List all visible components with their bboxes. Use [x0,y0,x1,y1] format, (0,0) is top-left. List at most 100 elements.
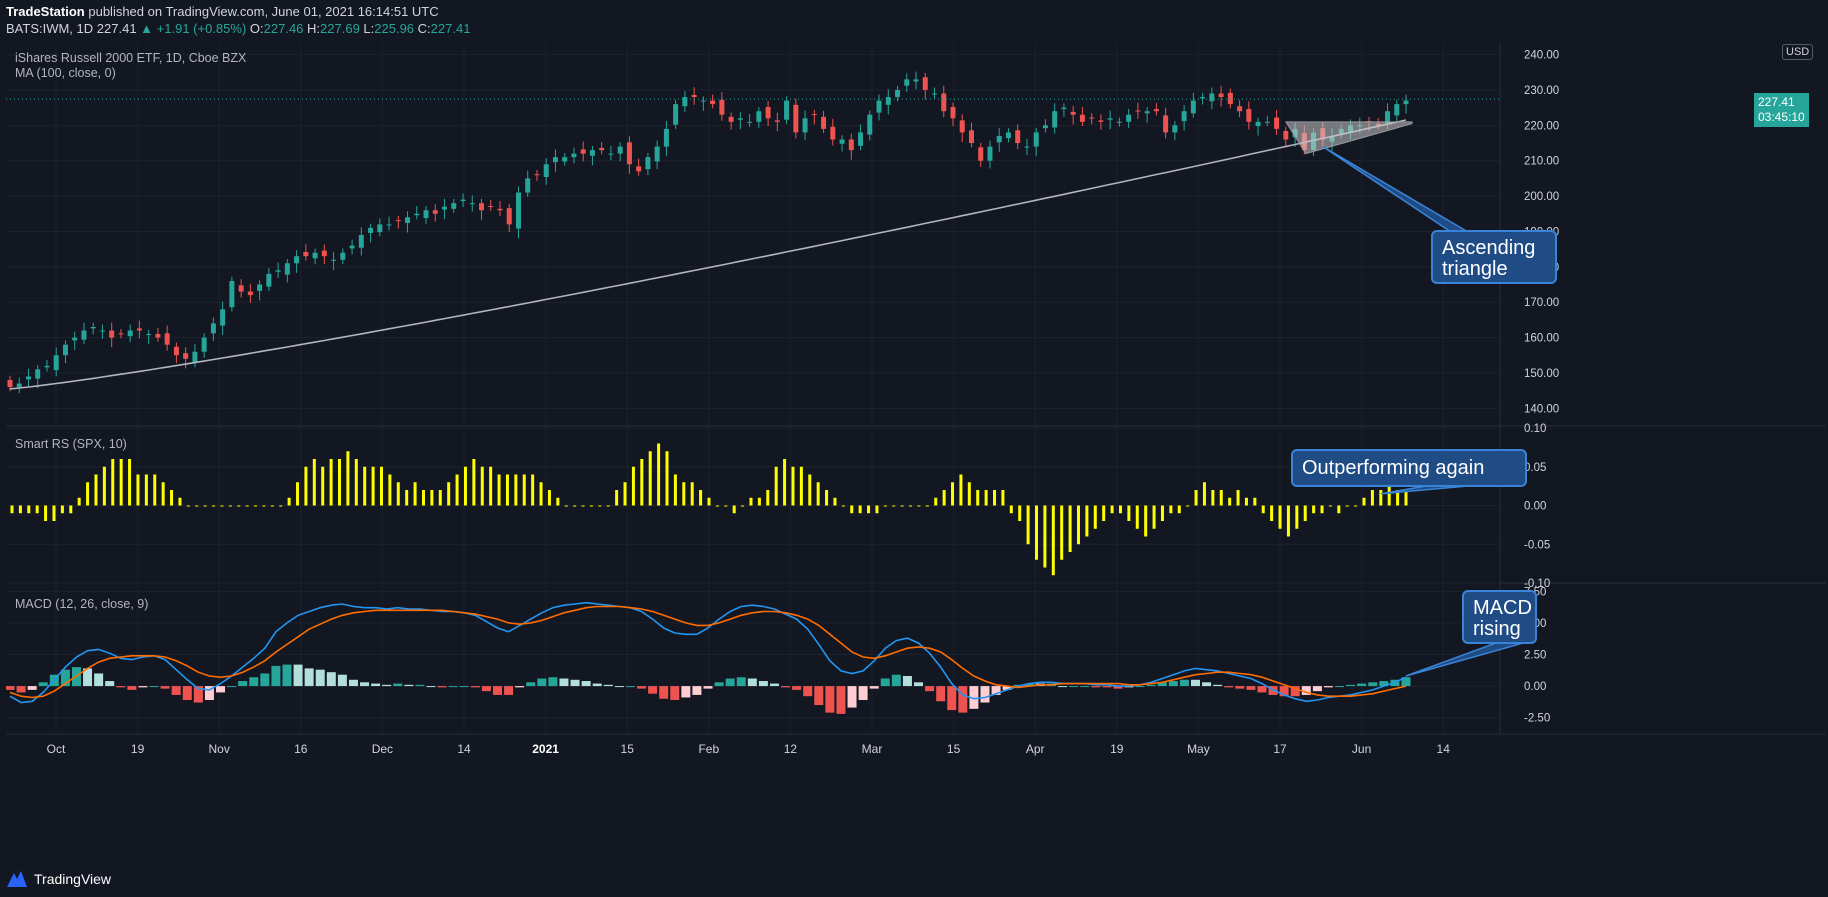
candle [728,116,734,122]
rs-bar [1253,497,1257,506]
macd-histogram-bar [758,681,768,687]
macd-histogram-bar [747,678,757,687]
last-price-tag: 227.41 03:45:10 [1754,93,1809,127]
macd-histogram-bar [60,669,70,687]
x-tick-label: Oct [47,742,66,756]
rs-bar [774,466,778,506]
macd-histogram-bar [304,668,314,687]
macd-histogram-bar [127,686,137,690]
rs-bar [1009,505,1013,514]
macd-histogram-bar [603,684,613,687]
symbol-label[interactable]: BATS:IWM, 1D [6,21,94,36]
price-pane-title[interactable]: iShares Russell 2000 ETF, 1D, Cboe BZX [15,51,247,65]
rs-bar [1018,505,1022,521]
macd-histogram-bar [1368,682,1378,687]
x-tick-label: 16 [294,742,308,756]
macd-histogram-bar [980,686,990,703]
candle [25,376,31,380]
macd-histogram-bar [216,686,226,693]
macd-histogram-bar [991,686,1001,695]
rs-bar [707,497,711,506]
rs-bar [699,490,703,506]
macd-histogram-bar [415,684,425,687]
macd-histogram-bar [326,672,336,687]
footer-bar: TradingView [0,860,1828,897]
candle [386,224,392,226]
rs-bar [128,459,132,506]
last-price: 227.41 [96,21,137,36]
candle [663,128,669,147]
triangle-callout[interactable]: Ascending triangle [1431,230,1557,284]
rs-bar [1211,490,1215,506]
macd-histogram-bar [714,682,724,687]
chart-frame[interactable]: 140.00150.00160.00170.00180.00190.00200.… [6,44,1826,860]
macd-histogram-bar [1202,682,1212,687]
macd-histogram-bar [548,677,558,687]
footer-brand[interactable]: TradingView [34,871,112,887]
candle [173,346,179,356]
rs-bar [111,459,115,506]
macd-histogram-bar [1091,686,1101,688]
macd-histogram-bar [470,686,480,688]
currency-label[interactable]: USD [1782,44,1814,60]
macd-histogram-bar [393,683,403,687]
macd-line [9,601,1407,704]
candle [599,147,605,151]
macd-histogram-bar [1379,681,1389,687]
candle [1015,130,1021,144]
rs-bar [732,505,736,514]
candle [1209,93,1215,102]
macd-histogram-bar [847,686,857,708]
candle [109,330,115,338]
macd-histogram-bar [138,686,148,688]
candle [1042,125,1048,129]
rs-bar [354,459,358,506]
candle [1135,110,1141,112]
candle [821,116,827,129]
macd-histogram-bar [1024,683,1034,687]
rs-bar [673,474,677,506]
macd-histogram-bar [637,686,647,689]
candle [90,326,96,329]
rs-bar [472,459,476,506]
candle [534,174,540,176]
rs-pane-title[interactable]: Smart RS (SPX, 10) [15,437,127,451]
macd-pane-title[interactable]: MACD (12, 26, close, 9) [15,597,149,611]
candle [913,79,919,82]
rs-bar [791,466,795,506]
macd-histogram-bar [149,686,159,688]
rs-bar [967,482,971,506]
macd-histogram-bar [83,668,93,687]
rs-bar [816,482,820,506]
chart-canvas[interactable]: 140.00150.00160.00170.00180.00190.00200.… [6,44,1826,860]
rs-bar [1244,497,1248,506]
rs-bar [875,505,879,514]
macd-histogram-bar [515,686,525,688]
publisher-name[interactable]: TradeStation [6,4,85,19]
candle [488,205,494,207]
rs-bar [925,505,929,507]
rs-bar [657,443,661,506]
macd-histogram-bar [947,686,957,711]
candle [451,203,457,209]
macd-histogram-bar [227,686,237,688]
ma-legend[interactable]: MA (100, close, 0) [15,66,116,80]
macd-callout[interactable]: MACD rising [1462,590,1537,644]
tradingview-logo-icon[interactable] [6,869,28,889]
rs-bar [153,474,157,506]
rs-bar [783,459,787,506]
candle [506,208,512,225]
macd-histogram-bar [1257,686,1267,693]
rs-bar [623,482,627,506]
candle [229,280,235,308]
outperform-callout[interactable]: Outperforming again [1291,449,1527,487]
rs-bar [1354,505,1358,507]
candle [1052,111,1058,128]
macd-histogram-bar [781,686,791,688]
macd-histogram-bar [249,677,259,687]
rs-bar [615,490,619,506]
candle [395,220,401,222]
candle [99,330,105,332]
candle [1255,121,1261,127]
rs-bar [909,505,913,507]
